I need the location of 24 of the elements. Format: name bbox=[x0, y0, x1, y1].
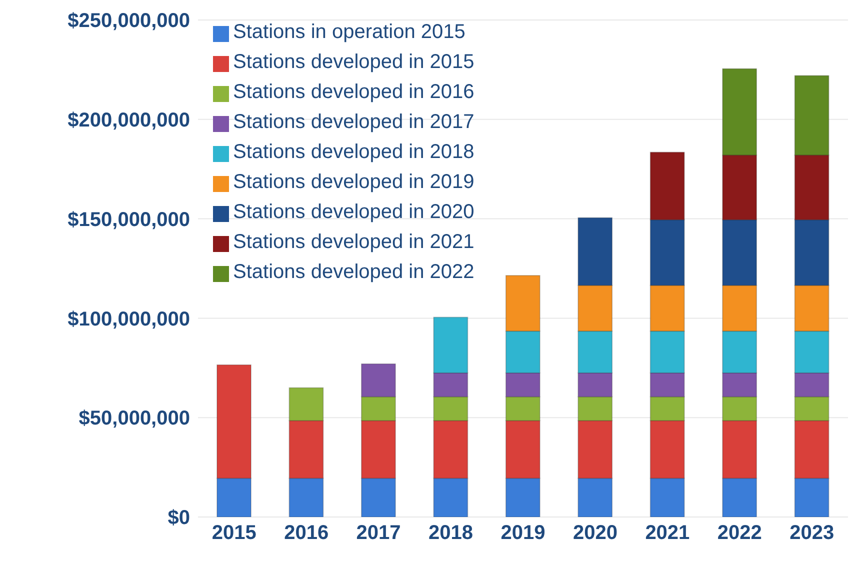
y-tick-label: $50,000,000 bbox=[78, 408, 190, 430]
y-tick-label: $0 bbox=[168, 507, 190, 530]
x-tick-label: 2016 bbox=[284, 522, 329, 544]
x-tick-label: 2021 bbox=[645, 522, 690, 544]
x-tick-label: 2020 bbox=[572, 522, 618, 544]
legend-label: Stations developed in 2015 bbox=[233, 51, 474, 73]
x-tick-label: 2017 bbox=[356, 522, 401, 544]
x-tick-label: 2018 bbox=[428, 522, 474, 544]
y-tick-label: $100,000,000 bbox=[68, 308, 190, 330]
legend-label: Stations developed in 2018 bbox=[233, 141, 474, 163]
x-tick-label: 2022 bbox=[717, 522, 762, 544]
x-tick-label: 2019 bbox=[500, 522, 546, 544]
x-tick-label: 2015 bbox=[212, 522, 256, 544]
legend-label: Stations developed in 2022 bbox=[233, 261, 474, 283]
legend-label: Stations developed in 2017 bbox=[233, 111, 474, 133]
y-tick-label: $200,000,000 bbox=[68, 110, 190, 132]
x-tick-label: 2023 bbox=[790, 522, 834, 544]
legend-label: Stations in operation 2015 bbox=[233, 21, 466, 43]
legend-label: Stations developed in 2016 bbox=[233, 81, 474, 103]
y-tick-label: $150,000,000 bbox=[68, 208, 190, 231]
legend-label: Stations developed in 2020 bbox=[233, 201, 474, 223]
legend-label: Stations developed in 2021 bbox=[233, 231, 474, 253]
legend-label: Stations developed in 2019 bbox=[233, 171, 474, 193]
y-tick-label: $250,000,000 bbox=[68, 10, 190, 32]
